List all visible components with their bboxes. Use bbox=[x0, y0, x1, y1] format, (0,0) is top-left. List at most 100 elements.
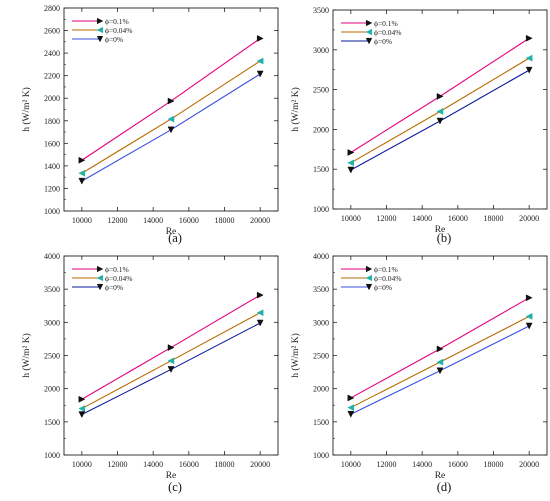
x-tick-label: 18000 bbox=[215, 460, 235, 469]
x-tick-label: 10000 bbox=[72, 216, 92, 225]
x-tick-label: 18000 bbox=[484, 214, 504, 223]
legend-marker bbox=[96, 274, 104, 282]
panel-label: (b) bbox=[437, 231, 452, 245]
x-tick-label: 20000 bbox=[250, 460, 270, 469]
y-tick-label: 1400 bbox=[44, 162, 60, 171]
x-tick-label: 18000 bbox=[215, 216, 235, 225]
y-tick-label: 1500 bbox=[44, 418, 60, 427]
x-tick-label: 20000 bbox=[250, 216, 270, 225]
data-point bbox=[78, 156, 86, 164]
data-point bbox=[256, 319, 264, 327]
y-tick-label: 4000 bbox=[313, 252, 329, 261]
legend-marker bbox=[365, 265, 373, 273]
data-point bbox=[256, 291, 264, 299]
plot-frame bbox=[63, 255, 279, 456]
legend-label: ϕ=0.04% bbox=[374, 28, 402, 37]
y-tick-label: 2600 bbox=[44, 27, 60, 36]
y-tick-label: 3000 bbox=[313, 46, 329, 55]
y-tick-label: 3000 bbox=[313, 318, 329, 327]
y-tick-label: 2200 bbox=[44, 72, 60, 81]
data-point bbox=[436, 117, 444, 125]
data-point bbox=[256, 70, 264, 78]
x-tick-label: 10000 bbox=[72, 460, 92, 469]
legend-label: ϕ=0.04% bbox=[374, 274, 402, 283]
y-tick-label: 3000 bbox=[44, 318, 60, 327]
y-tick-label: 2500 bbox=[313, 352, 329, 361]
x-axis-label: Re bbox=[166, 471, 177, 481]
legend-label: ϕ=0.04% bbox=[105, 274, 133, 283]
y-tick-label: 1000 bbox=[313, 451, 329, 460]
y-tick-label: 3500 bbox=[44, 285, 60, 294]
x-tick-label: 12000 bbox=[108, 460, 128, 469]
legend-label: ϕ=0.1% bbox=[105, 17, 129, 26]
y-tick-label: 2000 bbox=[313, 125, 329, 134]
panel-label: (d) bbox=[437, 480, 452, 494]
y-tick-label: 3500 bbox=[313, 285, 329, 294]
data-point bbox=[525, 66, 533, 74]
plot-frame bbox=[332, 9, 548, 210]
x-tick-label: 10000 bbox=[341, 214, 361, 223]
y-tick-label: 2800 bbox=[44, 4, 60, 13]
x-tick-label: 20000 bbox=[519, 460, 539, 469]
legend-label: ϕ=0.1% bbox=[374, 19, 398, 28]
x-tick-label: 20000 bbox=[519, 214, 539, 223]
data-point bbox=[167, 115, 175, 123]
y-tick-label: 1500 bbox=[313, 418, 329, 427]
data-point bbox=[525, 294, 533, 302]
series-line-2 bbox=[81, 60, 261, 174]
chart-panel-1: 1000 1200 1400 1600 1800 2000 2200 2400 2600 2800… bbox=[21, 4, 279, 245]
data-point bbox=[167, 357, 175, 365]
panel-label: (c) bbox=[168, 480, 182, 494]
chart-panel-2: 1000 1500 2000 2500 3000 3500 10000 12000 14000 1… bbox=[290, 6, 548, 245]
x-tick-label: 16000 bbox=[448, 460, 468, 469]
data-point bbox=[347, 404, 355, 411]
x-tick-label: 14000 bbox=[143, 216, 163, 225]
data-point bbox=[525, 34, 533, 42]
x-axis-label: Re bbox=[435, 225, 446, 235]
legend-label: ϕ=0% bbox=[374, 37, 392, 46]
data-point bbox=[167, 366, 175, 373]
y-tick-label: 3500 bbox=[313, 6, 329, 15]
legend-label: ϕ=0% bbox=[105, 283, 123, 292]
data-point bbox=[78, 177, 86, 185]
data-point bbox=[256, 35, 264, 42]
x-tick-label: 16000 bbox=[448, 214, 468, 223]
legend-label: ϕ=0% bbox=[105, 35, 123, 44]
legend-marker bbox=[96, 265, 104, 273]
y-axis-label: h (W/m² K) bbox=[21, 333, 32, 378]
x-tick-label: 14000 bbox=[412, 460, 432, 469]
legend-marker bbox=[365, 274, 373, 282]
data-point bbox=[78, 405, 86, 412]
x-tick-label: 16000 bbox=[179, 460, 199, 469]
data-point bbox=[167, 97, 175, 105]
legend-marker bbox=[365, 28, 373, 36]
y-tick-label: 1500 bbox=[313, 165, 329, 174]
x-axis-label: Re bbox=[166, 227, 177, 237]
y-tick-label: 2000 bbox=[313, 385, 329, 394]
legend-marker bbox=[365, 19, 373, 27]
legend-marker bbox=[96, 26, 104, 34]
data-point bbox=[436, 345, 444, 353]
y-axis-label: h (W/m² K) bbox=[21, 87, 32, 132]
data-point bbox=[436, 108, 444, 115]
data-point bbox=[347, 166, 355, 174]
legend-label: ϕ=0.1% bbox=[105, 265, 129, 274]
legend-marker bbox=[96, 17, 104, 25]
data-point bbox=[78, 395, 86, 403]
legend-label: ϕ=0.04% bbox=[105, 26, 133, 35]
y-tick-label: 2500 bbox=[313, 86, 329, 95]
plot-frame bbox=[332, 255, 548, 456]
x-tick-label: 12000 bbox=[377, 214, 397, 223]
y-tick-label: 1600 bbox=[44, 139, 60, 148]
legend-marker bbox=[96, 35, 104, 43]
legend-marker bbox=[365, 283, 373, 291]
x-tick-label: 10000 bbox=[341, 460, 361, 469]
y-tick-label: 2400 bbox=[44, 49, 60, 58]
data-point bbox=[525, 54, 533, 62]
y-axis-label: h (W/m² K) bbox=[290, 333, 301, 378]
chart-panel-3: 1000 1500 2000 2500 3000 3500 4000 10000 12000 14… bbox=[21, 252, 279, 494]
data-point bbox=[525, 322, 533, 330]
y-tick-label: 2500 bbox=[44, 352, 60, 361]
